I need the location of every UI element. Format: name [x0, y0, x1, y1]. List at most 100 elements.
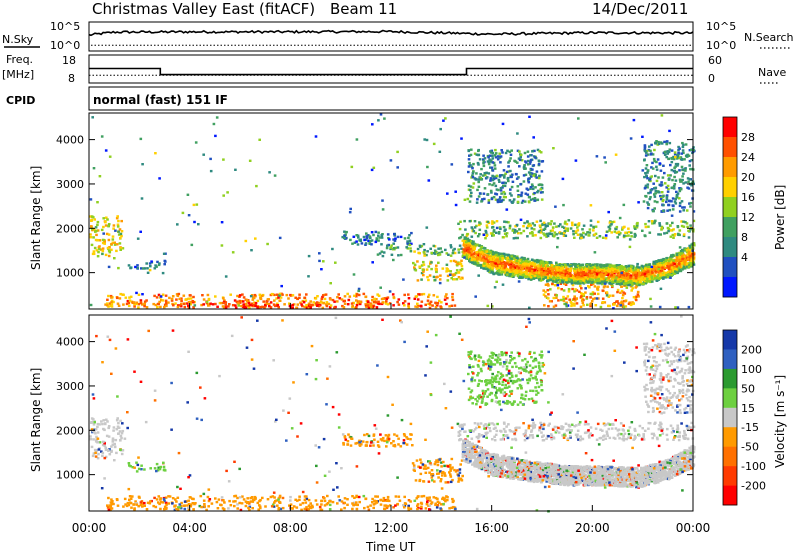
heatmap-band-cell: [647, 275, 650, 277]
heatmap-band-cell: [548, 279, 551, 281]
heatmap-cell: [452, 252, 455, 254]
heatmap-cell: [452, 299, 455, 301]
heatmap-speckle: [518, 280, 521, 282]
heatmap-cell: [480, 168, 483, 170]
heatmap-band-cell: [638, 278, 641, 280]
heatmap-cell: [119, 297, 122, 299]
heatmap-cell: [424, 304, 427, 306]
heatmap-cell: [553, 222, 556, 224]
heatmap-cell: [665, 201, 668, 203]
heatmap-cell: [547, 305, 550, 307]
heatmap-cell: [468, 150, 471, 152]
heatmap-cell: [365, 232, 368, 234]
heatmap-cell: [500, 187, 503, 189]
heatmap-band-cell: [530, 279, 533, 281]
heatmap-cell: [499, 174, 502, 176]
heatmap-cell: [453, 278, 456, 280]
heatmap-cell: [641, 230, 644, 232]
heatmap-band-cell: [512, 273, 515, 275]
heatmap-band-cell: [667, 276, 670, 278]
heatmap-band-cell: [634, 268, 637, 270]
heatmap-cell: [560, 232, 563, 234]
heatmap-cell: [668, 200, 671, 202]
heatmap-band-cell: [654, 274, 657, 276]
heatmap-cell: [110, 243, 113, 245]
heatmap-cell: [434, 250, 437, 252]
heatmap-band-cell: [497, 272, 500, 274]
heatmap-cell: [538, 163, 541, 165]
heatmap-cell: [609, 227, 612, 229]
heatmap-cell: [549, 223, 552, 225]
heatmap-band-cell: [523, 257, 526, 259]
heatmap-speckle: [679, 246, 682, 248]
heatmap-cell: [475, 172, 478, 174]
heatmap-speckle: [594, 251, 597, 253]
heatmap-cell: [668, 151, 671, 153]
heatmap-cell: [512, 200, 515, 202]
heatmap-speckle: [474, 295, 477, 297]
heatmap-cell: [96, 426, 99, 428]
heatmap-cell: [596, 237, 599, 239]
heatmap-band-cell: [566, 281, 569, 283]
heatmap-cell: [516, 230, 519, 232]
heatmap-cell: [187, 298, 190, 300]
heatmap-cell: [520, 232, 523, 234]
heatmap-cell: [113, 459, 116, 461]
heatmap-cell: [674, 151, 677, 153]
heatmap-cell: [90, 236, 93, 238]
heatmap-cell: [453, 248, 456, 250]
heatmap-band-cell: [673, 263, 676, 265]
heatmap-cell: [536, 170, 539, 172]
heatmap-cell: [190, 297, 193, 299]
heatmap-speckle: [690, 149, 693, 151]
heatmap-cell: [671, 222, 674, 224]
heatmap-band-cell: [605, 263, 608, 265]
heatmap-speckle: [135, 292, 138, 294]
heatmap-cell: [214, 295, 217, 297]
heatmap-cell: [417, 279, 420, 281]
heatmap-speckle: [532, 174, 535, 176]
heatmap-cell: [648, 145, 651, 147]
heatmap-cell: [654, 196, 657, 198]
heatmap-speckle: [91, 116, 94, 118]
heatmap-band-cell: [608, 282, 611, 284]
heatmap-speckle: [478, 264, 481, 266]
heatmap-cell: [409, 240, 412, 242]
heatmap-cell: [420, 293, 423, 295]
heatmap-speckle: [353, 273, 356, 275]
heatmap-cell: [686, 226, 689, 228]
heatmap-cell: [133, 305, 136, 307]
heatmap-cell: [381, 236, 384, 238]
heatmap-speckle: [629, 246, 632, 248]
heatmap-speckle: [557, 284, 560, 286]
heatmap-cell: [555, 297, 558, 299]
heatmap-cell: [654, 175, 657, 177]
heatmap-cell: [602, 301, 605, 303]
heatmap-cell: [509, 225, 512, 227]
heatmap-cell: [103, 243, 106, 245]
heatmap-cell: [630, 235, 633, 237]
heatmap-cell: [270, 301, 273, 303]
heatmap-band-cell: [646, 280, 649, 282]
heatmap-cell: [102, 239, 105, 241]
heatmap-speckle: [413, 250, 416, 252]
heatmap-cell: [545, 225, 548, 227]
heatmap-cell: [488, 202, 491, 204]
heatmap-speckle: [649, 298, 652, 300]
noise-ytick-top: 10^5: [50, 20, 80, 33]
heatmap-cell: [94, 432, 97, 434]
heatmap-cell: [484, 172, 487, 174]
heatmap-cell: [565, 235, 568, 237]
heatmap-cell: [397, 246, 400, 248]
heatmap-cell: [648, 204, 651, 206]
heatmap-cell: [602, 237, 605, 239]
heatmap-cell: [555, 294, 558, 296]
heatmap-band-cell: [638, 266, 641, 268]
heatmap-cell: [527, 194, 530, 196]
heatmap-band-cell: [666, 257, 669, 259]
heatmap-band-cell: [516, 260, 519, 262]
heatmap-cell: [683, 206, 686, 208]
heatmap-band-cell: [499, 258, 502, 260]
heatmap-speckle: [495, 281, 498, 283]
heatmap-band-cell: [656, 261, 659, 263]
